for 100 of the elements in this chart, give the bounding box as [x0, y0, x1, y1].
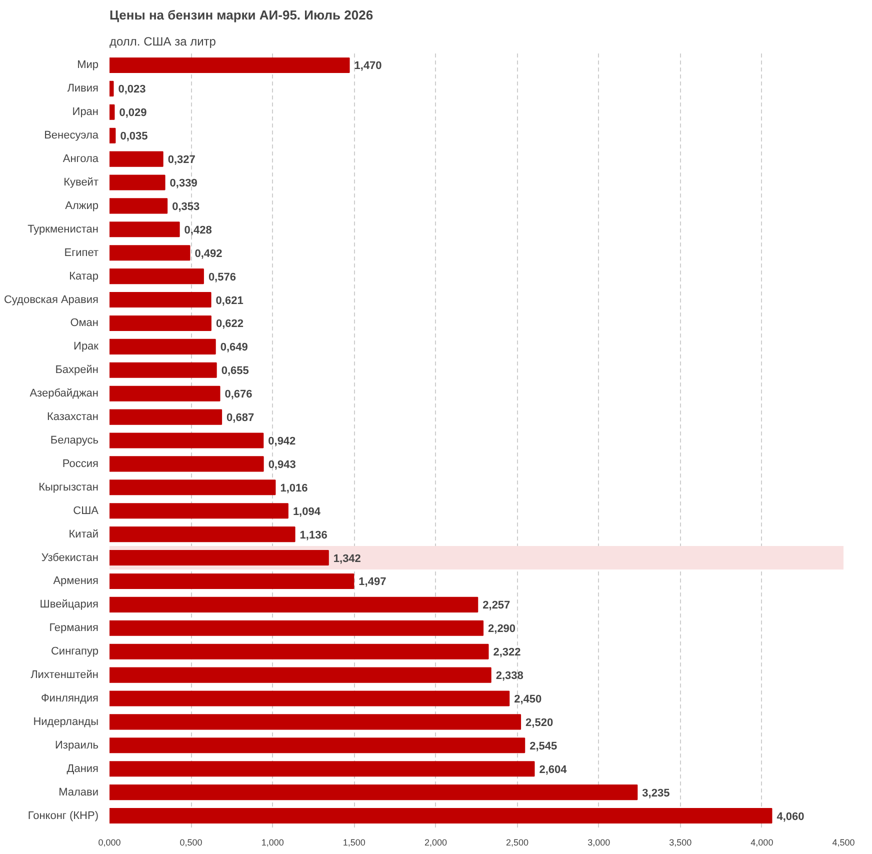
x-tick-label: 1,000 [261, 838, 284, 848]
data-label: 0,035 [120, 130, 148, 143]
y-tick-label: Малави [58, 786, 99, 798]
bar [110, 738, 526, 754]
data-label: 1,470 [354, 60, 382, 72]
data-label: 0,687 [226, 412, 254, 424]
bar [110, 761, 535, 777]
y-tick-label: Алжир [65, 200, 99, 212]
data-label: 0,942 [268, 436, 296, 448]
y-tick-label: Финляндия [40, 692, 99, 704]
y-tick-label: Кыргызстан [38, 481, 99, 494]
data-label: 1,016 [280, 482, 308, 494]
data-label: 1,136 [300, 529, 328, 542]
data-label: 0,622 [216, 318, 244, 330]
data-label: 2,322 [493, 646, 521, 659]
y-tick-label: Германия [49, 622, 99, 634]
data-label: 0,023 [118, 84, 146, 96]
y-tick-label: Армения [53, 575, 99, 588]
chart-title: Цены на бензин марки АИ-95. Июль 2026 [110, 8, 374, 22]
bar [110, 480, 276, 496]
y-tick-label: Оман [70, 317, 98, 330]
data-label: 0,428 [184, 224, 212, 236]
bar [110, 174, 166, 190]
y-tick-label: Сингапур [51, 646, 99, 658]
y-tick-label: Мир [77, 59, 99, 72]
bar [110, 222, 180, 238]
bar [110, 456, 264, 472]
bar [110, 573, 354, 589]
y-tick-label: Туркменистан [28, 223, 99, 236]
y-tick-label: Египет [64, 246, 99, 259]
data-label: 1,497 [358, 576, 386, 588]
x-tick-label: 2,500 [506, 838, 529, 848]
y-tick-label: Ирак [74, 340, 99, 353]
bar [110, 714, 522, 730]
data-label: 2,604 [539, 764, 568, 776]
x-tick-label: 4,000 [750, 838, 774, 848]
data-label: 0,492 [194, 248, 222, 260]
y-tick-label: Узбекистан [41, 552, 99, 564]
x-tick-label: 4,500 [832, 838, 855, 848]
chart-subtitle: долл. США за литр [110, 34, 216, 48]
data-label: 2,450 [514, 694, 542, 706]
bar [110, 526, 296, 542]
bar [110, 596, 478, 612]
bar [110, 57, 350, 73]
y-tick-label: Россия [62, 458, 99, 470]
y-tick-label: Кувейт [64, 176, 99, 188]
bar [110, 409, 222, 425]
bar [110, 338, 216, 354]
data-label: 3,235 [642, 787, 670, 800]
data-label: 2,338 [496, 670, 524, 682]
bar [110, 292, 212, 308]
y-tick-label: Ливия [67, 82, 99, 95]
bar [110, 315, 212, 331]
data-label: 2,290 [488, 623, 516, 636]
y-tick-label: Израиль [55, 739, 99, 752]
y-tick-label: Бахрейн [55, 364, 99, 376]
data-label: 0,676 [224, 388, 252, 401]
bar [110, 644, 489, 660]
x-tick-label: 0,500 [180, 838, 202, 848]
y-tick-label: Катар [69, 270, 99, 282]
data-label: 0,327 [168, 154, 196, 166]
y-tick-label: Лихтенштейн [30, 669, 99, 682]
y-tick-label: Нидерланды [33, 716, 99, 728]
data-label: 0,943 [268, 458, 296, 471]
x-tick-label: 0,000 [98, 838, 121, 848]
bar [110, 667, 492, 683]
bar [110, 362, 217, 378]
data-label: 0,655 [221, 365, 249, 378]
x-tick-label: 3,500 [669, 838, 692, 848]
y-tick-label: Ангола [62, 153, 100, 166]
data-label: 2,545 [530, 740, 558, 752]
y-tick-label: Швейцария [40, 598, 99, 611]
data-label: 2,257 [482, 600, 510, 612]
y-tick-label: Китай [68, 528, 99, 540]
data-label: 0,029 [119, 107, 147, 120]
y-tick-label: Иран [72, 106, 98, 118]
bar [110, 104, 115, 120]
y-tick-label: Гонконг (КНР) [28, 810, 98, 822]
bar [110, 784, 638, 800]
data-label: 4,060 [776, 810, 804, 823]
bar [110, 386, 220, 402]
y-tick-label: Казахстан [46, 411, 98, 424]
data-label: 0,649 [220, 342, 248, 354]
y-tick-label: Беларусь [50, 434, 99, 446]
bar [110, 268, 204, 284]
y-tick-label: Дания [66, 762, 99, 775]
bar [110, 198, 168, 214]
x-tick-label: 1,500 [342, 838, 366, 848]
data-label: 0,353 [172, 200, 200, 213]
y-tick-label: США [73, 504, 100, 517]
bar [110, 550, 329, 566]
bar [110, 80, 114, 96]
data-label: 0,576 [208, 271, 236, 284]
x-tick-label: 3,000 [588, 838, 610, 848]
bar [110, 620, 484, 636]
y-tick-label: Венесуэла [44, 130, 100, 142]
bar [110, 245, 190, 261]
bar [110, 432, 264, 448]
bar [110, 808, 772, 824]
bar [110, 128, 116, 144]
